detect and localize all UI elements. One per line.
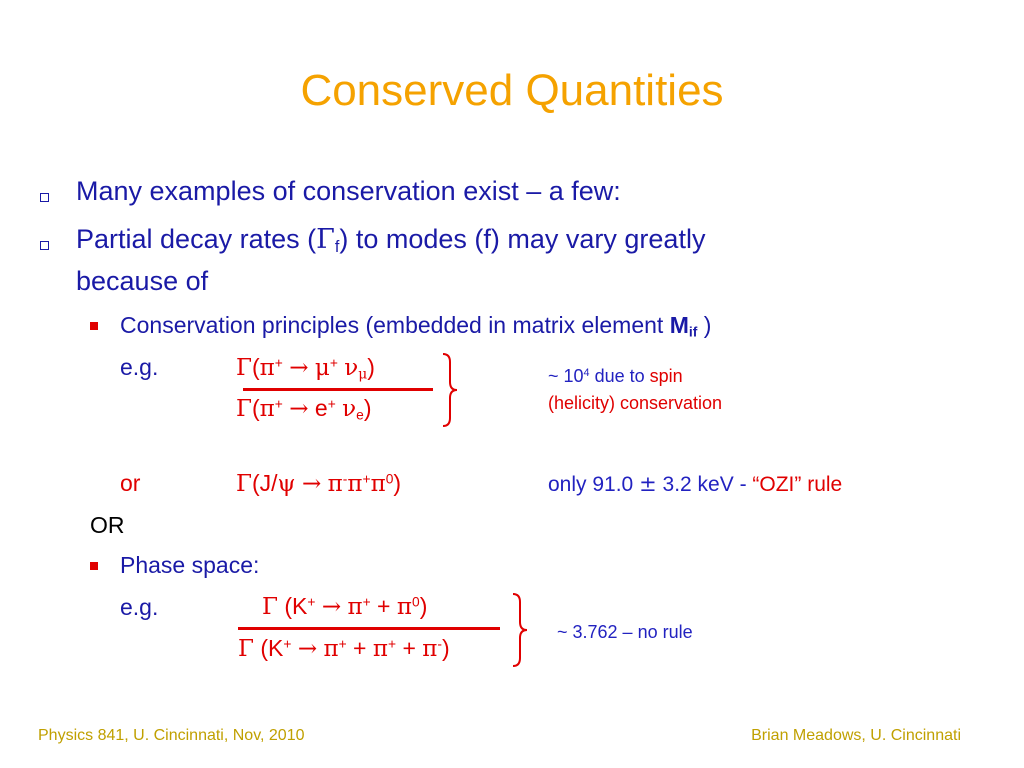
numerator-pi-mu-nu: Γ(π+ → μ+ νμ): [236, 354, 375, 381]
note-spin-line2: (helicity) conservation: [548, 393, 723, 413]
gamma-symbol: Γ: [316, 224, 335, 255]
red-square-bullet-icon: [90, 562, 98, 570]
footer-left: Physics 841, U. Cincinnati, Nov, 2010: [38, 727, 305, 744]
subbullet-phase-space: Phase space:: [120, 552, 260, 578]
pi-charge: +: [274, 355, 283, 371]
note-ozi: only 91.0 ± 3.2 keV - “OZI” rule: [548, 472, 842, 497]
jpsi-open: (J/: [251, 470, 278, 496]
nu-symbol: ν: [344, 355, 359, 381]
pi-symbol: π: [259, 396, 275, 422]
fraction-line-1: [243, 388, 433, 391]
pi-symbol: π: [422, 636, 438, 662]
note-spin: spin: [649, 366, 683, 386]
e-symbol: e: [314, 395, 328, 421]
pi-symbol: π: [372, 636, 389, 662]
note-no-rule: ~ 3.762 – no rule: [557, 622, 693, 642]
pi-charge: -: [437, 636, 443, 652]
right-brace-icon: [510, 592, 530, 668]
pi-charge: +: [388, 636, 397, 652]
k-open: (K: [253, 635, 284, 661]
pi-symbol: π: [347, 594, 363, 620]
k-open: (K: [277, 593, 308, 619]
eg-label-2: e.g.: [120, 594, 159, 620]
b2-prefix: Partial decay rates (: [76, 224, 317, 254]
plus-sign: +: [346, 635, 373, 661]
paren-close: ): [363, 395, 372, 421]
pi-symbol: π: [327, 471, 343, 497]
conservation-close: ): [697, 312, 712, 338]
paren-open: (: [251, 395, 260, 421]
paren-close: ): [442, 635, 450, 661]
pi-symbol: π: [323, 636, 339, 662]
gamma-symbol: Γ: [236, 471, 252, 497]
b2-suffix: ) to modes (f) may vary greatly: [339, 224, 706, 254]
note-spin-line1: ~ 104 due to spin: [548, 366, 683, 387]
gamma-symbol: Γ: [238, 636, 254, 662]
jpsi-decay: Γ(J/ψ → π-π+π0): [236, 470, 401, 497]
pi-charge: +: [362, 594, 371, 610]
footer-right: Brian Meadows, U. Cincinnati: [751, 727, 961, 744]
nu-subscript: e: [356, 407, 364, 423]
subbullet-conservation: Conservation principles (embedded in mat…: [120, 312, 711, 339]
pi-symbol: π: [259, 355, 275, 381]
red-square-bullet-icon: [90, 322, 98, 330]
paren-close: ): [419, 593, 428, 619]
pi-symbol: π: [396, 594, 413, 620]
nu-symbol: ν: [342, 396, 357, 422]
note-ozi-rule: “OZI” rule: [752, 473, 843, 496]
bullet-partial-decay: Partial decay rates (Γf) to modes (f) ma…: [76, 224, 705, 255]
arrow-icon: →: [289, 355, 309, 381]
mu-charge: +: [329, 355, 338, 371]
conservation-text: Conservation principles (embedded in mat…: [120, 312, 670, 338]
fraction-line-2: [238, 627, 500, 630]
pi-charge: +: [274, 396, 283, 412]
bullet-partial-decay-line2: because of: [76, 266, 209, 296]
slide-title: Conserved Quantities: [300, 66, 724, 115]
gamma-symbol: Γ: [236, 396, 252, 422]
note-mid: due to: [589, 366, 650, 386]
arrow-icon: →: [301, 471, 322, 497]
hollow-square-bullet-icon: [40, 241, 49, 250]
pi-charge: +: [338, 636, 347, 652]
plus-sign: +: [396, 635, 423, 661]
eg-label-1: e.g.: [120, 354, 159, 380]
denominator-k-3pi: Γ (K+ → π+ + π+ + π-): [238, 635, 450, 662]
k-charge: +: [283, 636, 292, 652]
k-charge: +: [307, 594, 316, 610]
psi-symbol: ψ: [277, 471, 296, 497]
plus-sign: +: [370, 593, 397, 619]
mu-symbol: μ: [314, 355, 330, 381]
paren-close: ): [367, 354, 375, 380]
pi-charge: -: [342, 471, 348, 487]
pi-charge: +: [362, 471, 371, 487]
bullet-many-examples: Many examples of conservation exist – a …: [76, 176, 621, 206]
pi-charge: 0: [385, 471, 394, 487]
note-exponent: 4: [583, 367, 590, 380]
matrix-element-sub: if: [688, 324, 698, 340]
pi-charge: 0: [412, 594, 420, 610]
numerator-k-pi-pi0: Γ (K+ → π+ + π0): [262, 593, 427, 620]
note-prefix: ~ 10: [548, 366, 584, 386]
nu-subscript: μ: [358, 366, 368, 383]
pi-symbol: π: [347, 471, 363, 497]
note-ozi-prefix: only 91.0: [548, 473, 640, 496]
matrix-element-M: M: [669, 312, 689, 338]
gamma-symbol: Γ: [262, 594, 278, 620]
note-ozi-mid: 3.2 keV -: [656, 473, 753, 496]
e-charge: +: [327, 396, 336, 412]
pi-symbol: π: [370, 471, 386, 497]
paren-close: ): [393, 470, 402, 496]
paren-open: (: [251, 354, 260, 380]
right-brace-icon: [440, 352, 460, 428]
denominator-pi-e-nu: Γ(π+ → e+ νe): [236, 395, 371, 422]
gamma-symbol: Γ: [236, 355, 252, 381]
arrow-icon: →: [321, 594, 342, 620]
or-label: or: [120, 470, 141, 496]
hollow-square-bullet-icon: [40, 193, 49, 202]
plus-minus-symbol: ±: [639, 472, 657, 496]
arrow-icon: →: [289, 396, 309, 422]
or-separator: OR: [90, 512, 125, 538]
gamma-subscript: f: [334, 238, 340, 257]
arrow-icon: →: [297, 636, 318, 662]
